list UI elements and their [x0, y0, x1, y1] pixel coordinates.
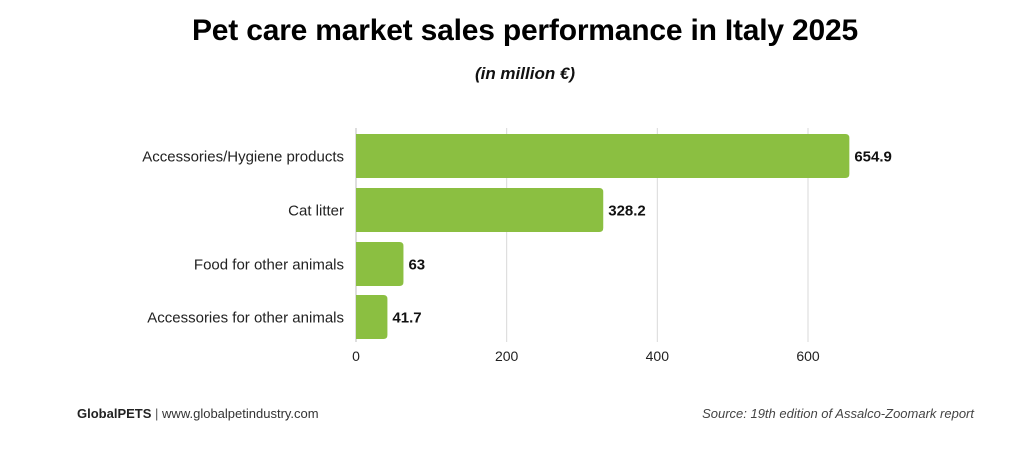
- footer-separator: |: [155, 406, 159, 421]
- category-label: Accessories for other animals: [147, 310, 344, 327]
- category-label: Food for other animals: [194, 257, 344, 274]
- bar: [356, 242, 404, 286]
- bar: [356, 134, 850, 178]
- bar: [356, 188, 604, 232]
- brand-name: GlobalPETS: [77, 406, 152, 421]
- chart-subtitle: (in million €): [474, 64, 576, 83]
- x-tick-label: 600: [796, 348, 820, 364]
- footer-brand: GlobalPETS | www.globalpetindustry.com: [77, 406, 319, 421]
- value-labels: 654.9 328.2 63 41.7: [392, 149, 891, 327]
- category-label: Accessories/Hygiene products: [142, 149, 344, 166]
- value-label: 41.7: [392, 310, 421, 327]
- website-text: www.globalpetindustry.com: [162, 406, 319, 421]
- x-tick-label: 0: [352, 348, 360, 364]
- chart-title: Pet care market sales performance in Ita…: [192, 14, 858, 47]
- category-label: Cat litter: [288, 203, 344, 220]
- bar: [356, 295, 388, 339]
- value-label: 328.2: [608, 203, 646, 220]
- value-label: 654.9: [854, 149, 892, 166]
- source-note: Source: 19th edition of Assalco-Zoomark …: [702, 406, 974, 421]
- x-axis-ticks: 0 200 400 600: [352, 348, 820, 364]
- value-label: 63: [408, 257, 425, 274]
- x-tick-label: 400: [646, 348, 670, 364]
- bars: [356, 134, 850, 339]
- category-labels: Accessories/Hygiene products Cat litter Fo…: [142, 149, 344, 327]
- x-tick-label: 200: [495, 348, 519, 364]
